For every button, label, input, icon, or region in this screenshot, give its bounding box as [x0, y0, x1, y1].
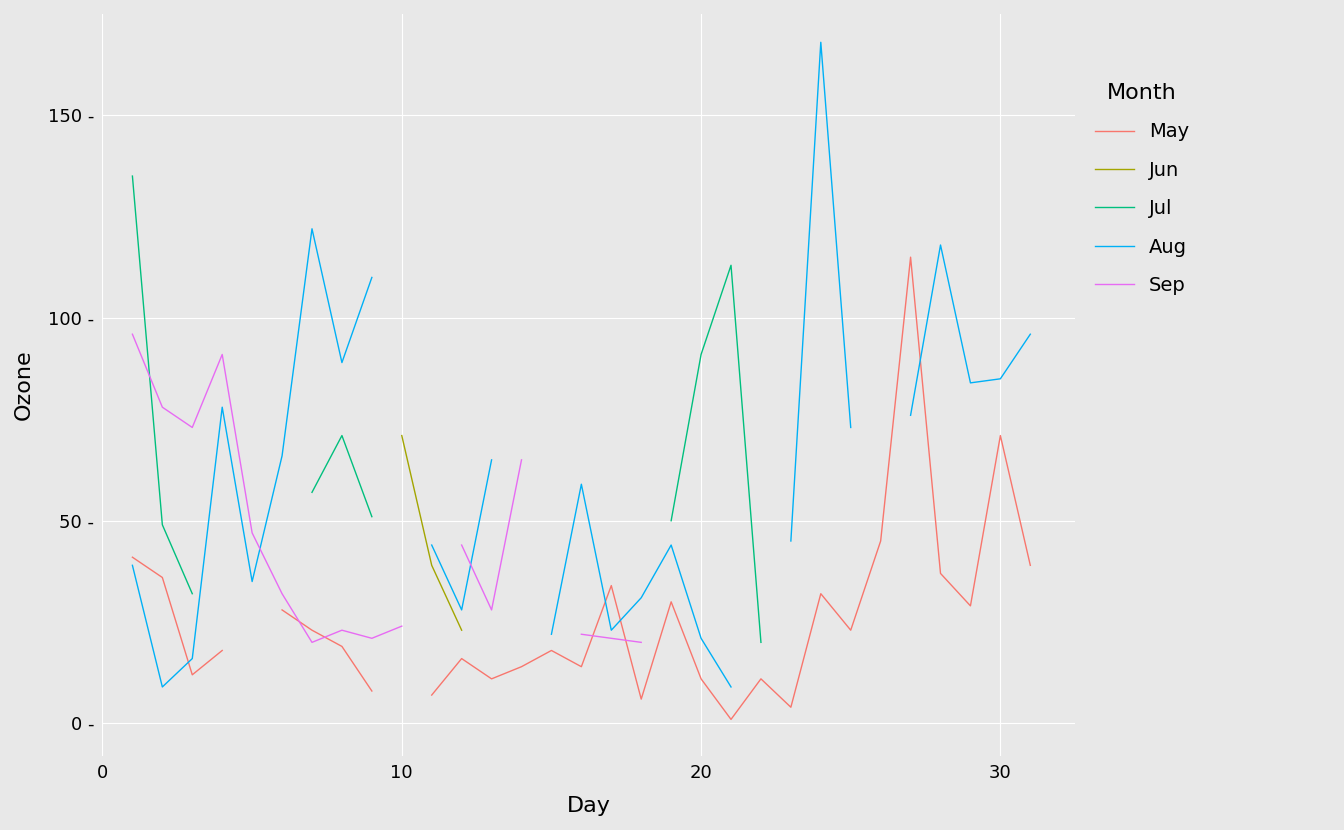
Sep	[364, 633, 380, 643]
Aug	[333, 358, 349, 368]
Legend: May, Jun, Jul, Aug, Sep: May, Jun, Jul, Aug, Sep	[1094, 83, 1189, 295]
Aug	[274, 451, 290, 461]
X-axis label: Day: Day	[567, 796, 610, 816]
Sep	[184, 422, 200, 432]
Aug	[125, 560, 141, 570]
May	[214, 646, 230, 656]
Jul	[184, 588, 200, 598]
Aug	[245, 577, 261, 587]
Sep	[394, 621, 410, 631]
Line: Jul: Jul	[133, 176, 192, 593]
Aug	[214, 403, 230, 413]
Sep	[125, 330, 141, 339]
May	[155, 573, 171, 583]
Aug	[184, 653, 200, 663]
Jul	[125, 171, 141, 181]
Line: Sep: Sep	[133, 334, 402, 642]
May	[184, 670, 200, 680]
Y-axis label: Ozone: Ozone	[13, 349, 34, 420]
Line: Aug: Aug	[133, 229, 372, 687]
Sep	[155, 403, 171, 413]
Aug	[304, 224, 320, 234]
May	[125, 552, 141, 562]
Aug	[155, 682, 171, 692]
Line: May: May	[133, 557, 222, 675]
Aug	[364, 272, 380, 282]
Sep	[274, 588, 290, 598]
Sep	[214, 349, 230, 359]
Sep	[245, 528, 261, 538]
Sep	[304, 637, 320, 647]
Jul	[155, 520, 171, 530]
Sep	[333, 625, 349, 635]
